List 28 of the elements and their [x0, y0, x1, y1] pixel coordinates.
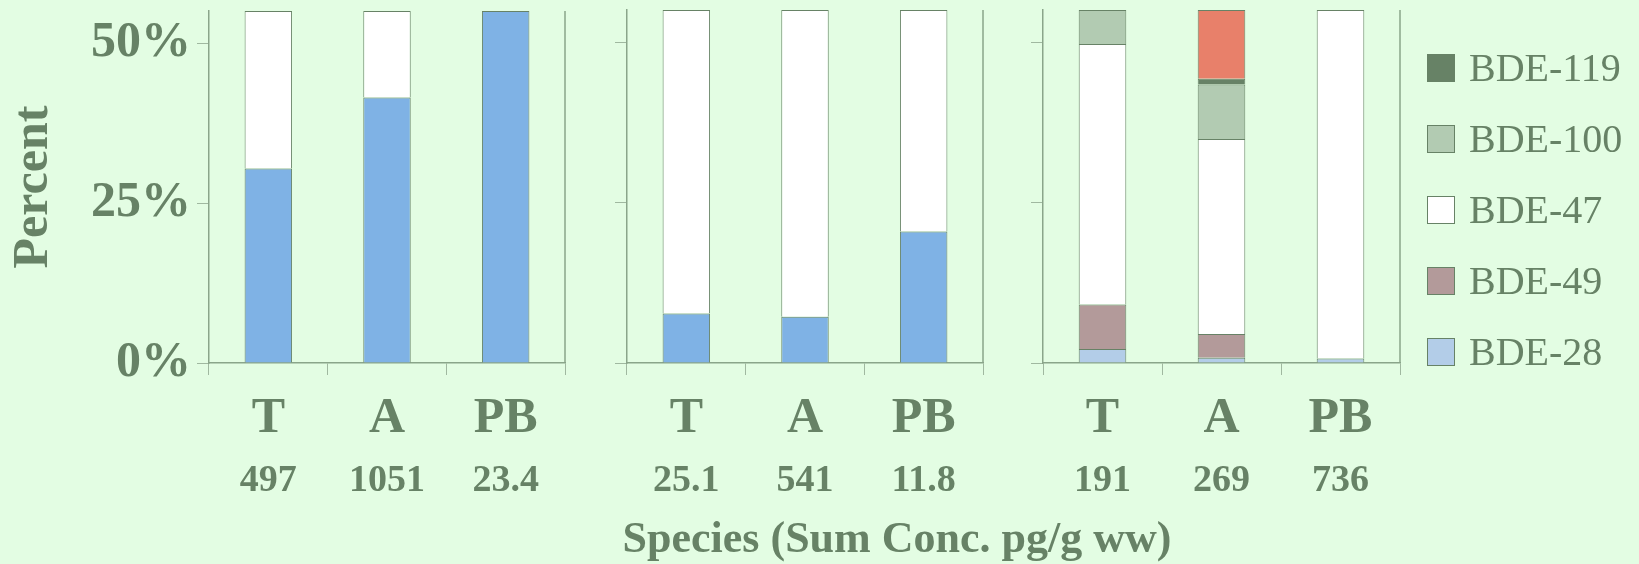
text: 25.1: [653, 456, 720, 499]
legend-label: BDE-119: [1469, 44, 1621, 91]
y-tick-label: 0%: [116, 330, 191, 387]
x-tick-label: PB: [473, 386, 538, 443]
x-tick-label: PB: [891, 386, 956, 443]
legend-label: BDE-47: [1469, 186, 1603, 233]
legend-label: BDE-100: [1469, 115, 1623, 162]
y-axis-title: Percent: [1, 105, 58, 269]
y-tick-label: 25%: [91, 170, 191, 227]
x-tick-label: T: [251, 386, 286, 443]
text: 736: [1312, 456, 1369, 499]
legend-label: BDE-49: [1469, 257, 1603, 304]
text: 191: [1074, 456, 1131, 499]
x-tick-label: A: [786, 386, 824, 443]
text: 11.8: [891, 456, 956, 499]
text: 1051: [349, 456, 425, 499]
x-tick-label: T: [669, 386, 704, 443]
x-tick-label: A: [368, 386, 406, 443]
x-tick-label: T: [1085, 386, 1120, 443]
text: 541: [776, 456, 834, 499]
text: 497: [239, 456, 297, 499]
y-tick-label: 50%: [91, 10, 191, 67]
legend-label: BDE-28: [1469, 328, 1603, 375]
x-tick-label: PB: [1308, 386, 1373, 443]
x-tick-label: A: [1203, 386, 1240, 443]
x-axis-title: Species (Sum Conc. pg/g ww): [622, 512, 1172, 563]
text: 269: [1193, 456, 1250, 499]
text: 23.4: [472, 456, 539, 499]
